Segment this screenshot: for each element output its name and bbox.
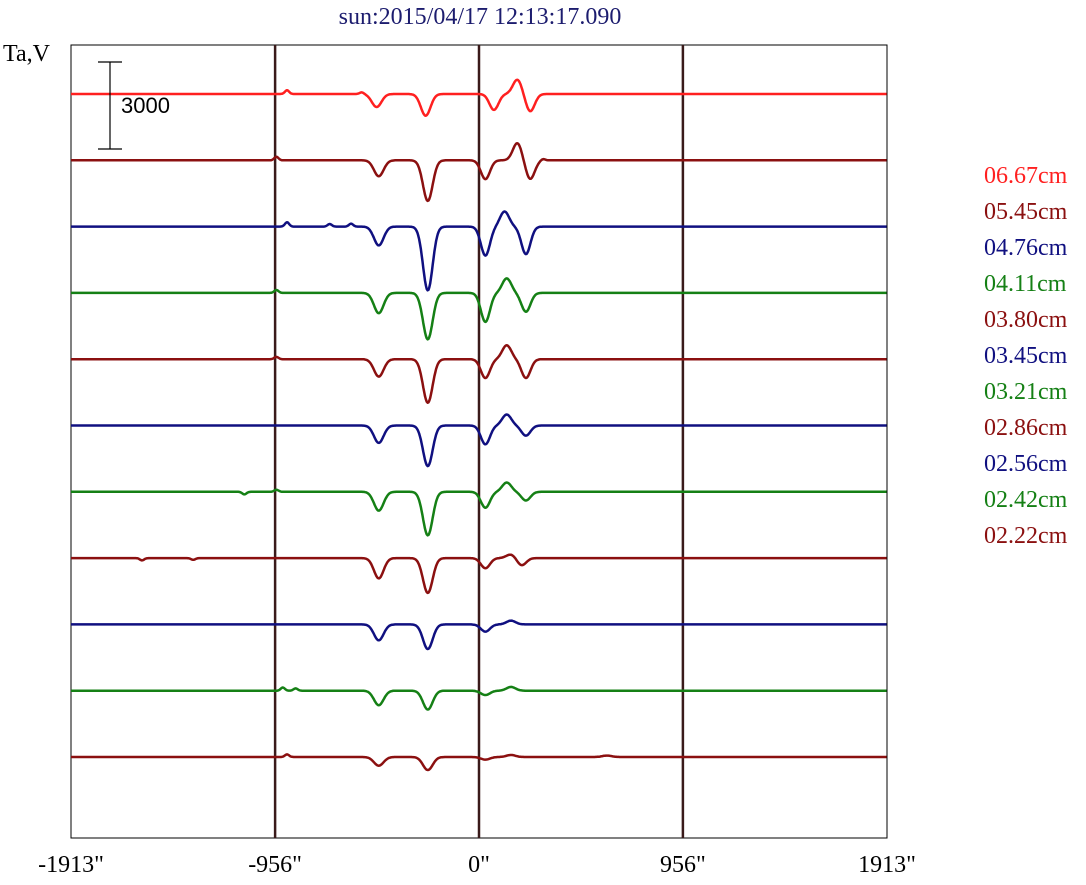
- series-line-02.56cm: [70, 619, 887, 651]
- legend-item: 03.21cm: [984, 379, 1068, 405]
- series-line-04.76cm: [70, 210, 887, 292]
- y-axis-label: Ta,V: [3, 41, 50, 67]
- series-line-03.80cm: [70, 344, 887, 404]
- legend-item: 02.42cm: [984, 487, 1068, 513]
- legend-item: 02.22cm: [984, 523, 1068, 549]
- legend-item: 06.67cm: [984, 163, 1068, 189]
- x-tick-label: 956": [659, 852, 706, 878]
- legend-item: 02.86cm: [984, 415, 1068, 441]
- legend-item: 05.45cm: [984, 199, 1068, 225]
- scale-bar: 3000: [98, 61, 170, 150]
- x-tick-label: -956": [248, 852, 302, 878]
- series-line-02.42cm: [70, 685, 887, 711]
- x-tick-label: 1913": [858, 852, 916, 878]
- series-line-03.21cm: [70, 481, 887, 537]
- series-line-06.67cm: [70, 78, 887, 117]
- series-line-02.22cm: [70, 753, 887, 772]
- legend-item: 03.80cm: [984, 307, 1068, 333]
- legend-item: 04.76cm: [984, 235, 1068, 261]
- series-line-03.45cm: [70, 413, 887, 468]
- legend: 06.67cm 05.45cm 04.76cm 04.11cm 03.80cm 03.45…: [984, 158, 1067, 554]
- legend-item: 02.56cm: [984, 451, 1068, 477]
- legend-item: 04.11cm: [984, 271, 1067, 297]
- series-line-05.45cm: [70, 141, 887, 203]
- scale-bar-label: 3000: [121, 93, 170, 118]
- x-tick-label: -1913": [38, 852, 104, 878]
- series-line-04.11cm: [70, 277, 887, 341]
- x-tick-label: 0": [468, 852, 490, 878]
- chart-title: sun:2015/04/17 12:13:17.090: [338, 4, 622, 30]
- legend-item: 03.45cm: [984, 343, 1068, 369]
- series-line-02.86cm: [70, 553, 887, 595]
